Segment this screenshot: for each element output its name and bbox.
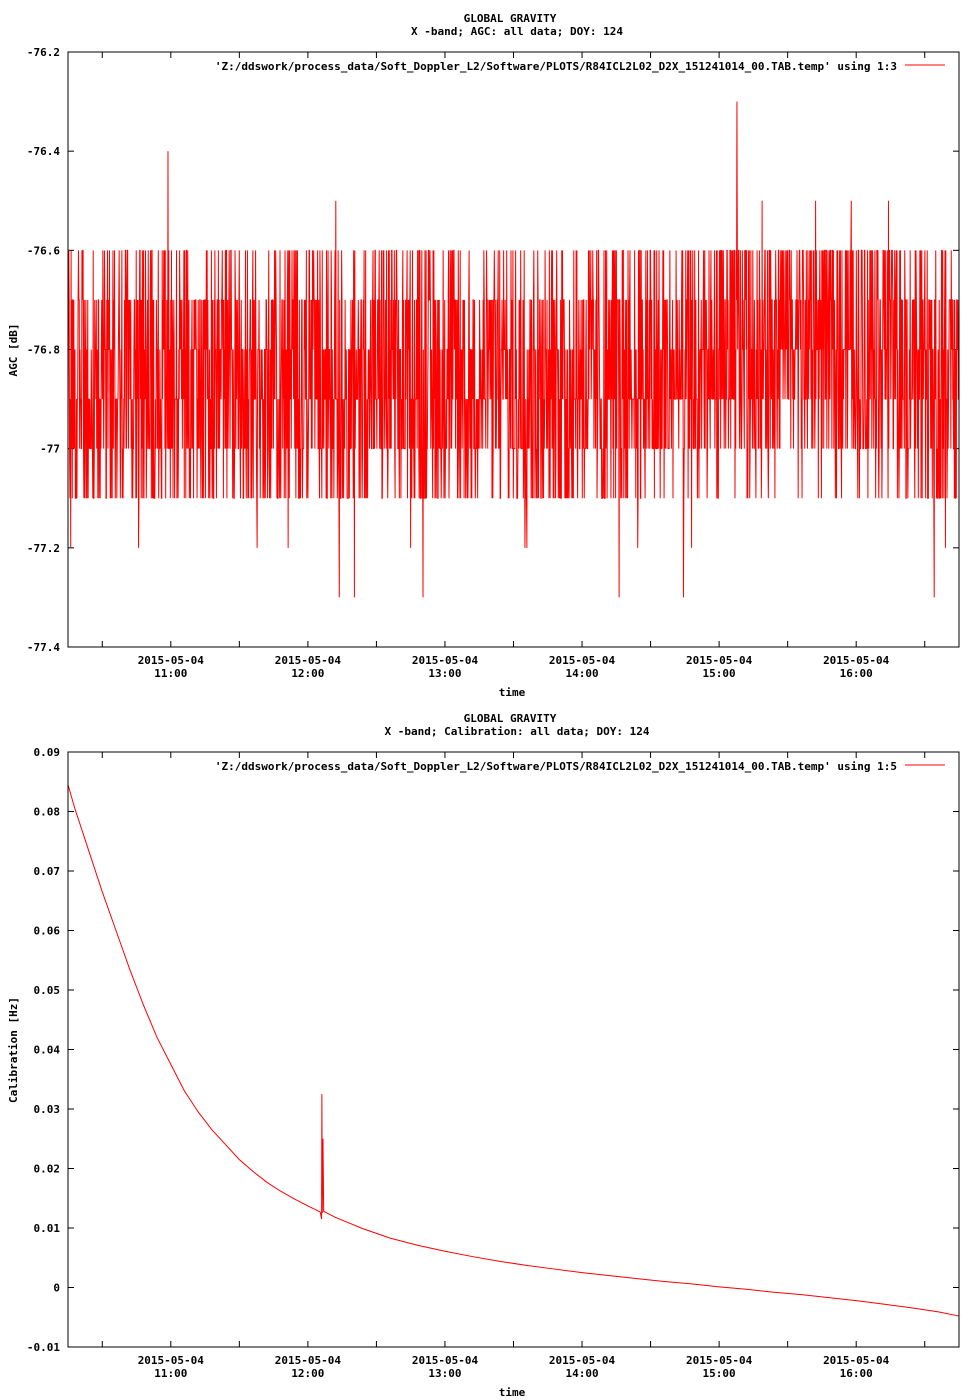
calibration-x-axis-label: time [499,1386,526,1399]
y-tick-label: 0.02 [34,1163,61,1176]
calibration-plot-frame [67,751,960,1348]
calibration-series-line [67,784,960,1317]
agc-chart-title: GLOBAL GRAVITY [464,12,557,25]
x-tick-time-label: 11:00 [154,667,187,680]
y-tick-label: 0.04 [34,1044,61,1057]
y-tick-label: -76.2 [27,46,60,59]
x-tick-time-label: 12:00 [291,1367,324,1380]
y-tick-label: 0 [53,1282,60,1295]
agc-plot-frame [67,51,960,648]
x-tick-date-label: 2015-05-04 [686,654,753,667]
calibration-y-axis-label: Calibration [Hz] [7,997,20,1103]
agc-x-axis-label: time [499,686,526,699]
calibration-axis-ticks: 0.09 0.08 0.07 0.06 0.05 0.04 0.03 0.02 0.01 0 -0.… [27,746,959,1380]
agc-legend: 'Z:/ddswork/process_data/Soft_Doppler_L2… [215,60,945,73]
agc-legend-label: 'Z:/ddswork/process_data/Soft_Doppler_L2… [215,60,897,73]
x-tick-time-label: 15:00 [703,1367,736,1380]
agc-chart-subtitle: X -band; AGC: all data; DOY: 124 [411,25,623,38]
y-tick-label: 0.08 [34,806,61,819]
y-tick-label: 0.07 [34,865,61,878]
agc-axis-ticks: -76.2 -76.4 -76.6 -76.8 -77 -77.2 -77.4 2015-05… [27,46,959,680]
y-tick-label: -77.2 [27,542,60,555]
x-tick-time-label: 13:00 [428,1367,461,1380]
y-tick-label: -0.01 [27,1341,60,1354]
x-tick-date-label: 2015-05-04 [275,654,342,667]
y-tick-label: -77.4 [27,641,60,654]
y-tick-label: -77 [40,443,60,456]
x-tick-date-label: 2015-05-04 [138,654,205,667]
y-tick-label: 0.01 [34,1222,61,1235]
x-tick-date-label: 2015-05-04 [412,1354,479,1367]
y-tick-label: 0.09 [34,746,61,759]
x-tick-time-label: 16:00 [840,1367,873,1380]
calibration-data [67,784,960,1317]
calibration-legend-label: 'Z:/ddswork/process_data/Soft_Doppler_L2… [215,760,897,773]
agc-chart: GLOBAL GRAVITY X -band; AGC: all data; D… [7,12,960,699]
x-tick-time-label: 16:00 [840,667,873,680]
x-tick-date-label: 2015-05-04 [549,1354,616,1367]
calibration-chart: GLOBAL GRAVITY X -band; Calibration: all… [7,712,960,1399]
calibration-chart-title: GLOBAL GRAVITY [464,712,557,725]
x-tick-date-label: 2015-05-04 [823,1354,890,1367]
x-tick-date-label: 2015-05-04 [686,1354,753,1367]
x-tick-date-label: 2015-05-04 [412,654,479,667]
x-tick-time-label: 13:00 [428,667,461,680]
x-tick-time-label: 14:00 [565,667,598,680]
y-tick-label: -76.8 [27,344,60,357]
y-tick-label: 0.05 [34,984,61,997]
x-tick-date-label: 2015-05-04 [823,654,890,667]
y-tick-label: 0.06 [34,925,61,938]
calibration-chart-subtitle: X -band; Calibration: all data; DOY: 124 [385,725,650,738]
y-tick-label: -76.4 [27,145,60,158]
x-tick-date-label: 2015-05-04 [138,1354,205,1367]
x-tick-date-label: 2015-05-04 [275,1354,342,1367]
x-tick-time-label: 12:00 [291,667,324,680]
y-tick-label: -76.6 [27,244,60,257]
x-tick-time-label: 14:00 [565,1367,598,1380]
agc-data [67,101,960,598]
y-tick-label: 0.03 [34,1103,61,1116]
x-tick-time-label: 15:00 [703,667,736,680]
calibration-legend: 'Z:/ddswork/process_data/Soft_Doppler_L2… [215,760,945,773]
x-tick-time-label: 11:00 [154,1367,187,1380]
x-tick-date-label: 2015-05-04 [549,654,616,667]
agc-y-axis-label: AGC [dB] [7,324,20,377]
agc-series-line [67,101,960,598]
